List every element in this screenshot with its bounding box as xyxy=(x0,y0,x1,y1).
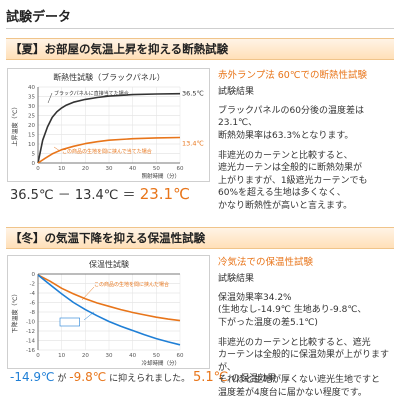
chart0-ytick-3: 15 xyxy=(28,133,35,139)
winter-paragraph-1: 保温効果率34.2% (生地なし-14.9℃ 生地あり-9.8℃、 下がった温度… xyxy=(218,292,367,328)
chart0-series-0-line xyxy=(37,92,181,164)
winter-chart: 保温性試験 0 -2 -4 -6 -8 -10 -12 -14 -16 0 10 20 30 40 50 60 冷… xyxy=(7,255,210,369)
chart0-xtick-1: 10 xyxy=(58,166,65,172)
chart1-series-0-name: この商品の生地を間に挟んだ場合 xyxy=(94,281,169,288)
chart1-ytick-8: -16 xyxy=(26,348,35,354)
chart1-ytick-6: -12 xyxy=(26,329,35,335)
chart0-series-1-name: この商品の生地を間に挟んで当てた場合 xyxy=(62,148,152,155)
chart0-series-0-name: ブラックパネルに直接当てた場合 xyxy=(54,90,129,97)
winter-formula-result: 5.1℃ xyxy=(192,370,229,385)
summer-formula-b: 13.4℃ xyxy=(74,188,119,203)
winter-formula-tail: の保温効果 xyxy=(231,374,277,384)
chart1-xtick-0: 0 xyxy=(36,353,40,359)
chart1-xtick-2: 20 xyxy=(82,353,89,359)
summer-results-label: 試験結果 xyxy=(218,87,255,98)
chart0-series-0-end-label: 36.5℃ xyxy=(182,90,204,98)
chart1-ytick-3: -6 xyxy=(30,301,36,307)
chart0-ytick-8: 40 xyxy=(28,85,35,91)
chart0-ytick-6: 30 xyxy=(28,104,35,110)
chart1-series-1-leader xyxy=(83,311,95,321)
chart0-series-1-leader xyxy=(53,146,61,152)
chart0-ytick-4: 20 xyxy=(28,123,35,129)
summer-formula-result: 23.1℃ xyxy=(139,185,190,203)
summer-side-text: 赤外ランプ法 60℃での断熱性試験 試験結果 ブラックパネルの60分後の温度差は… xyxy=(218,70,396,212)
summer-paragraph-1: ブラックパネルの60分後の温度差は23.1℃、 断熱効果率は63.3%となります… xyxy=(218,105,365,141)
chart1-ytick-5: -10 xyxy=(26,320,35,326)
chart1-ytick-2: -4 xyxy=(30,291,36,297)
chart0-ytick-0: 0 xyxy=(32,161,36,167)
chart0-series-1-end-label: 13.4℃ xyxy=(182,140,204,148)
chart1-series-1-line xyxy=(37,274,181,346)
winter-formula-a: -14.9℃ xyxy=(10,370,55,384)
winter-formula-b: -9.8℃ xyxy=(69,370,107,384)
chart0-series-0-leader xyxy=(47,92,53,104)
chart0-title: 断熱性試験（ブラックパネル） xyxy=(53,72,165,82)
title-divider xyxy=(6,28,394,29)
chart1-ytick-0: 0 xyxy=(32,272,36,278)
chart0-xtick-6: 60 xyxy=(177,166,184,172)
chart1-title: 保温性試験 xyxy=(89,259,129,269)
chart0-xlabel: 照射時間（分） xyxy=(141,172,180,180)
summer-formula-a: 36.5℃ xyxy=(10,188,54,203)
chart0-series-1-line xyxy=(37,136,181,164)
winter-paragraph-2: 非遮光のカーテンと比較すると、遮光 カーテンは全般的に保温効果が上がりますが、 … xyxy=(218,338,390,398)
chart1-xtick-3: 30 xyxy=(106,353,113,359)
page-title: 試験データ xyxy=(6,10,72,25)
chart1-xtick-6: 60 xyxy=(177,353,184,359)
summer-chart-svg: 断熱性試験（ブラックパネル） 0 5 10 15 20 25 30 35 40 0 10 20 30 40 5… xyxy=(11,72,204,180)
summer-paragraph-2: 非遮光のカーテンと比較すると、 遮光カーテンは全般的に断熱効果が 上がりますが、… xyxy=(218,151,368,211)
chart1-xlabel: 冷却時間（分） xyxy=(141,359,180,367)
chart1-xtick-4: 40 xyxy=(129,353,136,359)
chart1-ytick-4: -8 xyxy=(30,310,36,316)
chart1-series-1-name-box xyxy=(59,317,80,327)
winter-formula-mid1: が xyxy=(57,374,67,384)
summer-side-heading: 赤外ランプ法 60℃での断熱性試験 xyxy=(218,70,367,81)
chart1-xtick-1: 10 xyxy=(58,353,65,359)
chart0-xtick-3: 30 xyxy=(106,166,113,172)
chart0-xtick-2: 20 xyxy=(82,166,89,172)
chart1-ylabel: 下降温度（℃） xyxy=(11,291,19,334)
summer-formula-eq: ＝ xyxy=(122,188,136,203)
chart0-xtick-0: 0 xyxy=(36,166,40,172)
chart0-xtick-5: 50 xyxy=(153,166,160,172)
chart0-ylabel: 上昇温度（℃） xyxy=(11,104,19,147)
winter-side-heading: 冷気法での保温性試験 xyxy=(218,257,314,268)
chart0-ytick-7: 35 xyxy=(28,95,35,101)
chart0-ytick-5: 25 xyxy=(28,114,35,120)
winter-results-label: 試験結果 xyxy=(218,274,255,285)
winter-formula: -14.9℃ が -9.8℃ に抑えられました。 5.1℃ の保温効果 xyxy=(10,370,276,385)
chart1-series-0-line xyxy=(37,274,181,322)
chart1-xtick-5: 50 xyxy=(153,353,160,359)
chart1-ytick-7: -14 xyxy=(26,339,35,345)
winter-side-text: 冷気法での保温性試験 試験結果 保温効果率34.2% (生地なし-14.9℃ 生… xyxy=(218,257,396,399)
chart1-ytick-1: -2 xyxy=(30,282,35,288)
chart0-xtick-4: 40 xyxy=(129,166,136,172)
winter-section-header: 【冬】の気温下降を抑える保温性試験 xyxy=(6,227,394,249)
winter-formula-mid2: に抑えられました。 xyxy=(109,374,191,384)
summer-chart: 断熱性試験（ブラックパネル） 0 5 10 15 20 25 30 35 40 0 10 20 30 40 5… xyxy=(7,68,210,182)
summer-section-header: 【夏】お部屋の気温上昇を抑える断熱試験 xyxy=(6,38,394,60)
chart1-series-0-leader xyxy=(81,286,95,301)
summer-formula: 36.5℃ － 13.4℃ ＝ 23.1℃ xyxy=(10,184,210,203)
summer-formula-minus: － xyxy=(57,188,71,203)
chart0-ytick-2: 10 xyxy=(28,142,35,148)
chart0-ytick-1: 5 xyxy=(32,152,36,158)
